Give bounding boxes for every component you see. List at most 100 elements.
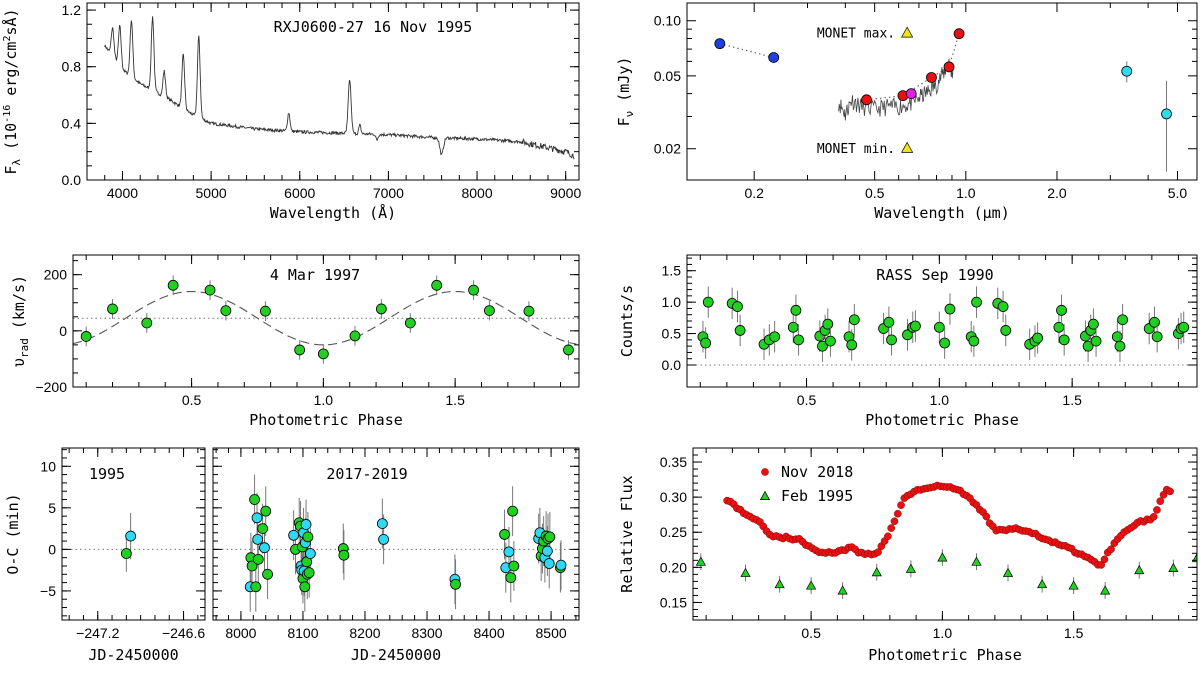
rass-point <box>939 337 951 349</box>
y-axis-label-part: υ <box>10 358 28 367</box>
vrad-point <box>483 305 495 317</box>
spectrum-line <box>104 16 575 160</box>
feb1995-point <box>937 552 948 562</box>
y-axis-label: Fν (mJy) <box>615 57 636 127</box>
oc-point <box>338 549 350 561</box>
y-tick-label: 200 <box>44 267 68 283</box>
y-tick-label: −200 <box>35 379 67 395</box>
sed-connector-UV <box>719 43 774 58</box>
tick-marks <box>73 255 579 388</box>
y-tick-label: 0.05 <box>654 68 681 84</box>
vrad-point <box>468 284 479 296</box>
x-axis-label: Wavelength (μm) <box>874 204 1009 222</box>
oc-point <box>543 558 555 569</box>
feb1995-point <box>806 580 817 590</box>
oc-point <box>260 505 272 517</box>
y-axis-label-part: erg/cm <box>2 42 20 105</box>
x-tick-label: 8200 <box>349 625 380 641</box>
panel-flux: 0.5 1.0 1.5 0.15 0.20 0.25 0.30 0.35 Photometric… <box>618 447 1198 664</box>
x-axis-label: Photometric Phase <box>868 646 1022 664</box>
rass-point <box>825 335 836 347</box>
rass-point <box>910 320 921 332</box>
rass-point <box>1000 325 1012 336</box>
y-tick-label: 0.30 <box>660 489 687 505</box>
y-tick-label: 0.0 <box>62 172 82 188</box>
nov2018-point <box>1149 513 1158 521</box>
sed-point-magenta <box>905 88 917 100</box>
oc-point <box>120 548 132 559</box>
rass-point <box>886 334 897 346</box>
x-tick-label: 0.2 <box>744 185 764 201</box>
legend-marker-feb1995 <box>759 490 771 500</box>
sed-point-optical <box>861 94 872 106</box>
y-axis-label-part: sÅ) <box>1 8 20 35</box>
feb1995-point <box>1068 580 1079 590</box>
vrad-point <box>523 305 535 317</box>
rass-point <box>732 301 743 312</box>
feb1995-point <box>1002 567 1014 577</box>
vrad-point <box>317 348 329 360</box>
x-tick-label: 2.0 <box>1047 185 1067 201</box>
axes-frame <box>72 254 580 388</box>
x-tick-label: 1.0 <box>956 185 976 201</box>
x-tick-label: −246.6 <box>162 625 205 641</box>
panel-title: 1995 <box>89 465 125 483</box>
oc-point <box>257 523 269 534</box>
y-axis-label-part: rad <box>18 338 31 358</box>
rass-point <box>1111 331 1123 343</box>
y-axis-label: υrad (km/s) <box>10 275 31 367</box>
oc-point <box>250 581 262 593</box>
feb1995-point <box>695 556 706 566</box>
nov2018-point <box>1156 497 1165 506</box>
x-tick-label: 1.0 <box>314 392 334 408</box>
x-tick-label: 8000 <box>225 625 256 641</box>
y-axis-label-part: (mJy) <box>615 57 633 111</box>
sed-point-UV <box>768 52 780 63</box>
rass-point <box>883 316 895 328</box>
panel-rass: 0.5 1.0 1.5 0.0 0.5 1.0 1.5 Photometric Phase Co… <box>618 254 1198 429</box>
y-axis-label: O-C (min) <box>4 493 22 574</box>
tick-marks <box>693 448 1197 620</box>
oc-point <box>251 512 263 524</box>
y-tick-label: 0.25 <box>660 524 687 540</box>
y-tick-label: 0.35 <box>660 454 687 470</box>
oc-point <box>507 505 519 517</box>
oc-point <box>503 546 515 558</box>
y-tick-label: 0.0 <box>662 357 682 373</box>
y-tick-label: 0.15 <box>660 594 687 610</box>
vrad-point <box>294 344 306 356</box>
oc-point <box>252 534 264 545</box>
feb1995-point <box>1191 552 1197 563</box>
y-tick-label: 0.8 <box>62 59 82 75</box>
legend-label: Nov 2018 <box>781 463 853 481</box>
sed-point-optical <box>926 72 937 83</box>
rass-point <box>734 325 746 336</box>
vrad-point <box>431 279 443 291</box>
x-tick-label: 8000 <box>461 185 492 201</box>
axes-frame <box>86 2 580 181</box>
panel-vrad: 0.5 1.0 1.5 −200 0 200 Photometric Phase υrad (… <box>10 254 580 429</box>
x-tick-label: 8500 <box>536 625 567 641</box>
vrad-point <box>349 330 361 342</box>
nov2018-point <box>1166 487 1174 496</box>
y-tick-label: 0.02 <box>654 141 681 157</box>
x-tick-label: 0.5 <box>865 185 885 201</box>
y-axis-label-part: (10 <box>2 123 20 159</box>
feb1995-point <box>1134 564 1145 575</box>
feb1995-point <box>837 585 848 595</box>
panel-oc2017: 8000 8100 8200 8300 8400 8500 JD-2450000 2017-2… <box>212 447 580 664</box>
oc-point <box>288 529 300 541</box>
tick-marks <box>687 255 1197 387</box>
rass-point <box>971 296 982 308</box>
vrad-point <box>404 317 416 329</box>
feb1995-point <box>1037 578 1048 589</box>
x-tick-label: 6000 <box>284 185 315 201</box>
oc-point <box>378 534 389 545</box>
vrad-point <box>80 331 92 342</box>
x-tick-label: −247.2 <box>76 625 119 641</box>
nov2018-point <box>893 509 902 518</box>
y-tick-label: 0 <box>59 323 67 339</box>
axes-frame <box>692 447 1198 621</box>
y-axis-label-part: ν <box>623 111 636 118</box>
rass-point <box>822 318 834 330</box>
